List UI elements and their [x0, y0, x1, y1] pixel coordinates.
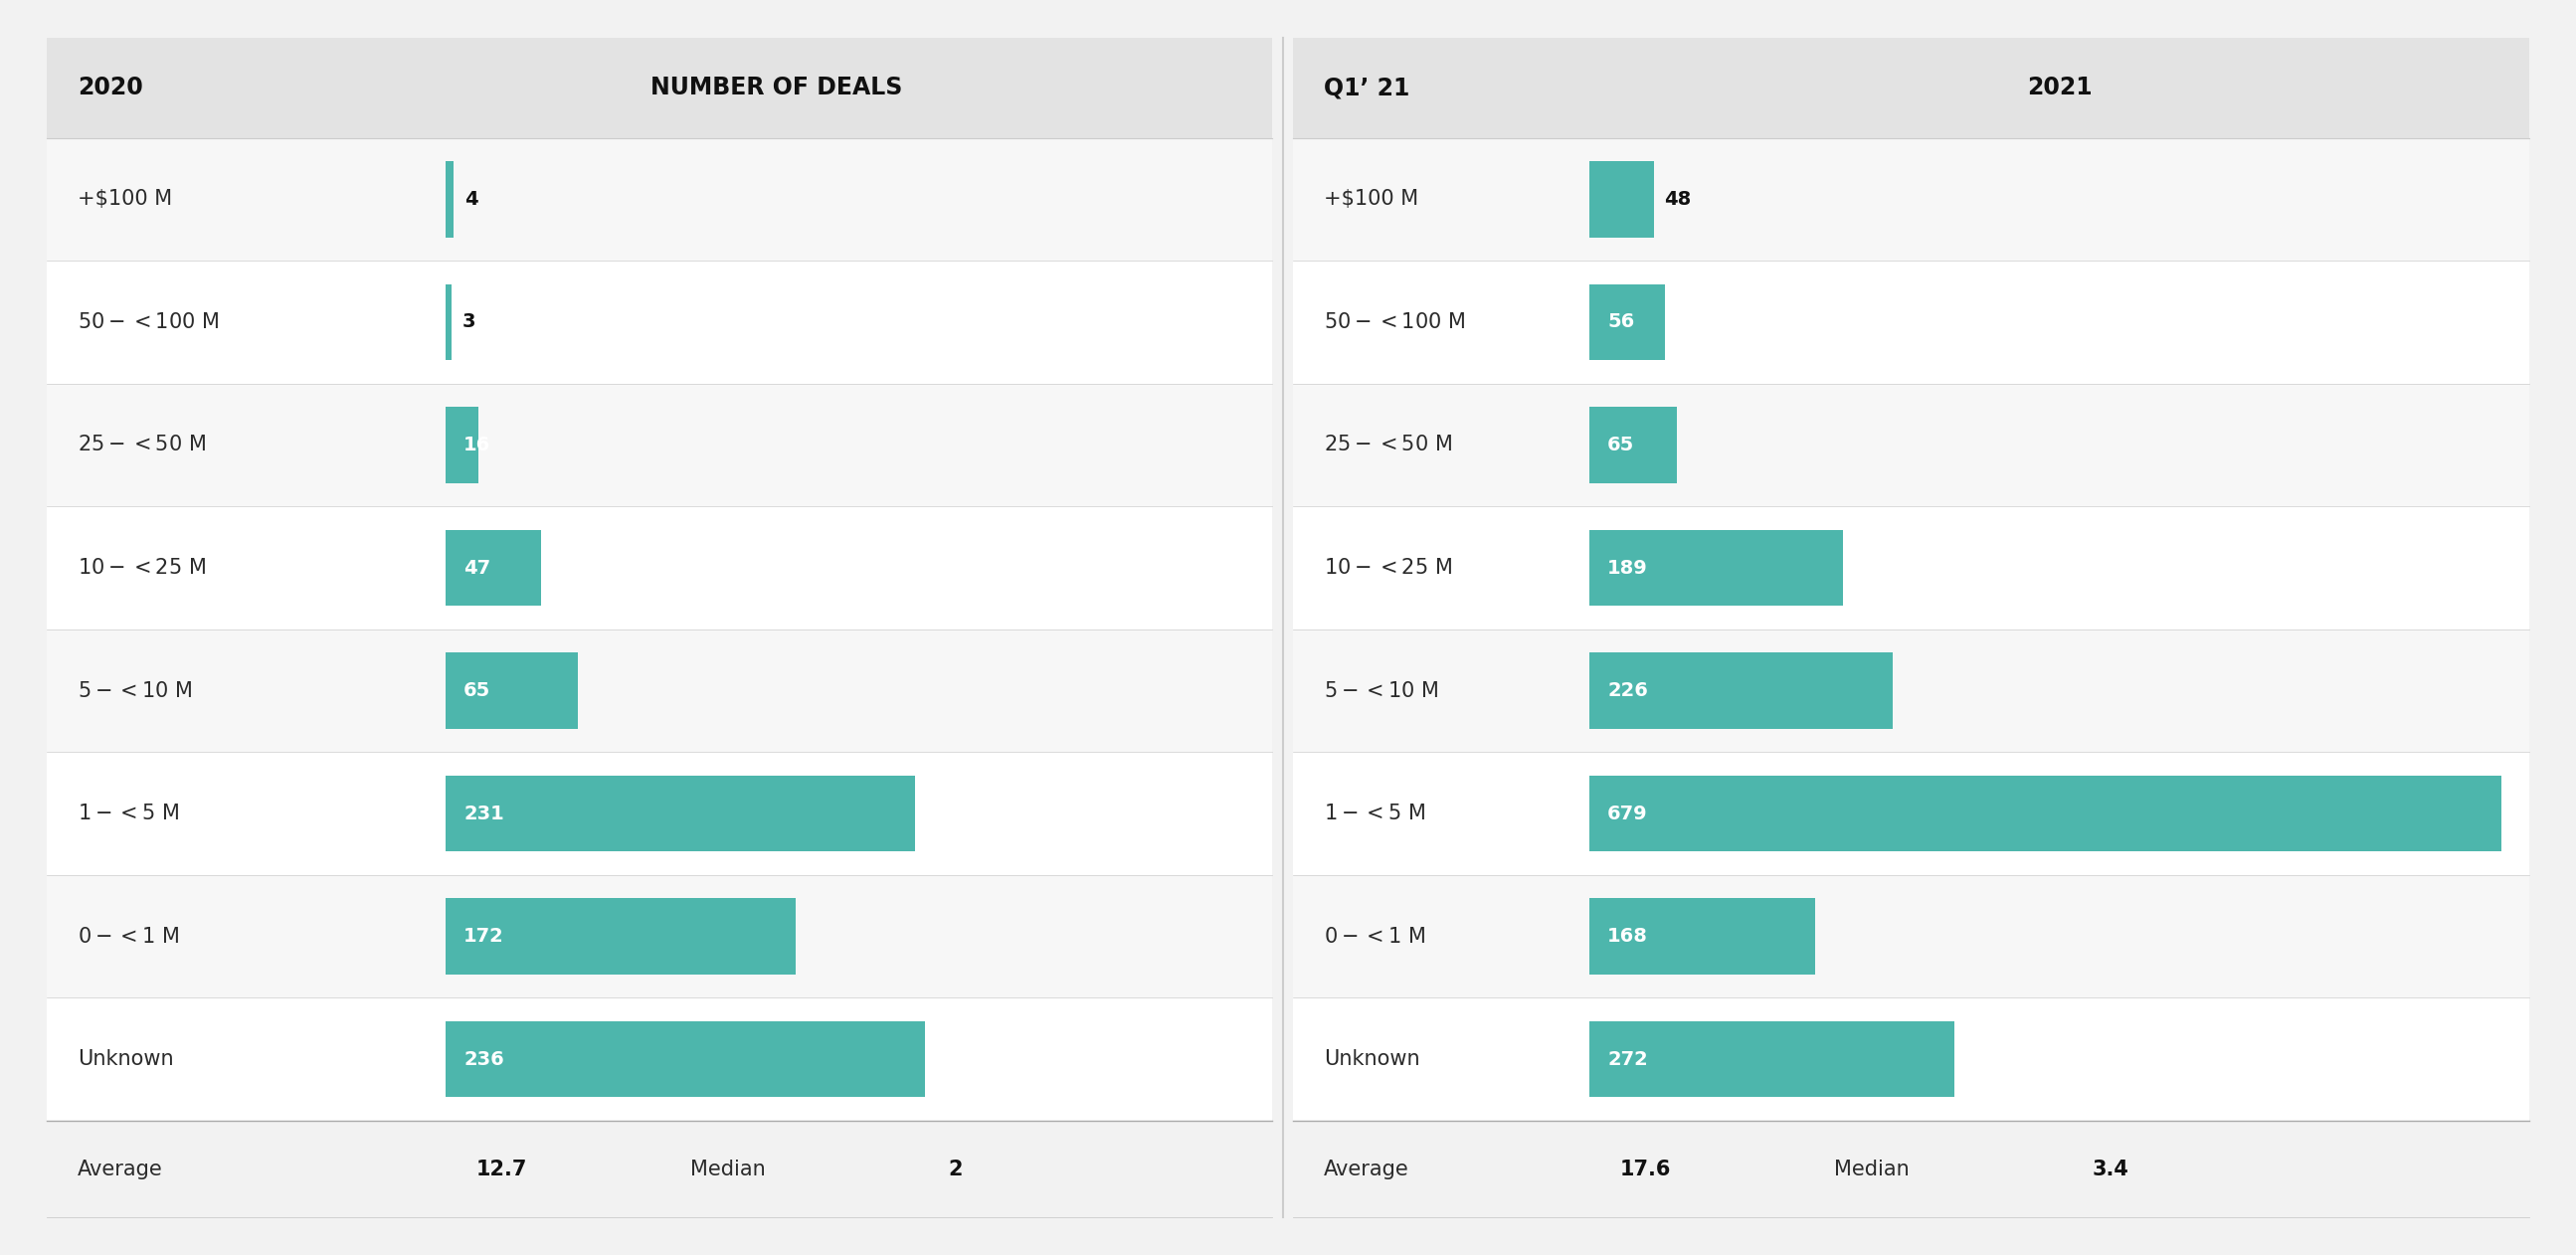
- Bar: [46, 998, 1273, 1121]
- Text: $0-<$1 M: $0-<$1 M: [77, 926, 180, 946]
- Text: 12.7: 12.7: [477, 1160, 528, 1178]
- Text: +$100 M: +$100 M: [1324, 190, 1419, 210]
- Bar: [1293, 1121, 2530, 1217]
- Text: $0-<$1 M: $0-<$1 M: [1324, 926, 1427, 946]
- Bar: [1589, 776, 2501, 852]
- Text: 189: 189: [1607, 558, 1649, 577]
- Text: 17.6: 17.6: [1620, 1160, 1672, 1178]
- Text: 168: 168: [1607, 927, 1649, 946]
- Text: 2020: 2020: [77, 75, 142, 99]
- Bar: [1293, 998, 2530, 1121]
- Text: Unknown: Unknown: [1324, 1049, 1419, 1069]
- Text: 236: 236: [464, 1049, 505, 1069]
- Text: $1-<$5 M: $1-<$5 M: [1324, 803, 1427, 823]
- Bar: [446, 530, 541, 606]
- Bar: [446, 776, 914, 852]
- Bar: [446, 284, 451, 360]
- Bar: [46, 629, 1273, 752]
- Bar: [1589, 284, 1664, 360]
- Bar: [46, 507, 1273, 629]
- Bar: [1293, 507, 2530, 629]
- Text: Q1’ 21: Q1’ 21: [1324, 75, 1409, 99]
- Text: 56: 56: [1607, 312, 1636, 331]
- Text: 2021: 2021: [2027, 75, 2092, 99]
- Bar: [46, 384, 1273, 507]
- Text: 679: 679: [1607, 804, 1649, 823]
- Text: Average: Average: [1324, 1160, 1409, 1178]
- Text: 16: 16: [464, 435, 492, 454]
- Bar: [446, 899, 796, 974]
- Bar: [446, 407, 479, 483]
- Text: 172: 172: [464, 927, 505, 946]
- Text: 3.4: 3.4: [2092, 1160, 2128, 1178]
- Text: 48: 48: [1664, 190, 1692, 208]
- Bar: [1293, 38, 2530, 138]
- Bar: [1293, 875, 2530, 998]
- Text: Median: Median: [1834, 1160, 1909, 1178]
- Bar: [1589, 653, 1893, 729]
- Bar: [1589, 530, 1844, 606]
- Text: 65: 65: [1607, 435, 1636, 454]
- Text: $25-<$50 M: $25-<$50 M: [1324, 435, 1453, 456]
- Text: 231: 231: [464, 804, 505, 823]
- Bar: [46, 752, 1273, 875]
- Text: $5-<$10 M: $5-<$10 M: [1324, 680, 1440, 700]
- Text: Median: Median: [690, 1160, 765, 1178]
- Text: $5-<$10 M: $5-<$10 M: [77, 680, 193, 700]
- Bar: [1589, 161, 1654, 237]
- Bar: [1589, 1022, 1955, 1097]
- Text: $50-<$100 M: $50-<$100 M: [77, 312, 219, 333]
- Bar: [446, 1022, 925, 1097]
- Bar: [1589, 899, 1816, 974]
- Bar: [446, 653, 577, 729]
- Bar: [1589, 407, 1677, 483]
- Text: $1-<$5 M: $1-<$5 M: [77, 803, 180, 823]
- Text: Average: Average: [77, 1160, 162, 1178]
- Text: $10-<$25 M: $10-<$25 M: [77, 558, 206, 577]
- Text: 3: 3: [461, 312, 477, 331]
- Bar: [1293, 138, 2530, 261]
- Bar: [46, 38, 1273, 138]
- Text: 2: 2: [948, 1160, 963, 1178]
- Text: $50-<$100 M: $50-<$100 M: [1324, 312, 1466, 333]
- Text: +$100 M: +$100 M: [77, 190, 173, 210]
- Text: 272: 272: [1607, 1049, 1649, 1069]
- Text: $25-<$50 M: $25-<$50 M: [77, 435, 206, 456]
- Bar: [1293, 261, 2530, 384]
- Text: 47: 47: [464, 558, 489, 577]
- Text: $10-<$25 M: $10-<$25 M: [1324, 558, 1453, 577]
- Bar: [46, 38, 1273, 1217]
- Bar: [446, 161, 453, 237]
- Text: Unknown: Unknown: [77, 1049, 173, 1069]
- Bar: [46, 875, 1273, 998]
- Text: 65: 65: [464, 681, 492, 700]
- Bar: [1293, 384, 2530, 507]
- Text: 4: 4: [464, 190, 477, 208]
- Bar: [1293, 752, 2530, 875]
- Bar: [46, 1121, 1273, 1217]
- Bar: [1293, 629, 2530, 752]
- Text: 226: 226: [1607, 681, 1649, 700]
- Bar: [1293, 38, 2530, 1217]
- Text: NUMBER OF DEALS: NUMBER OF DEALS: [649, 75, 902, 99]
- Bar: [46, 261, 1273, 384]
- Bar: [46, 138, 1273, 261]
